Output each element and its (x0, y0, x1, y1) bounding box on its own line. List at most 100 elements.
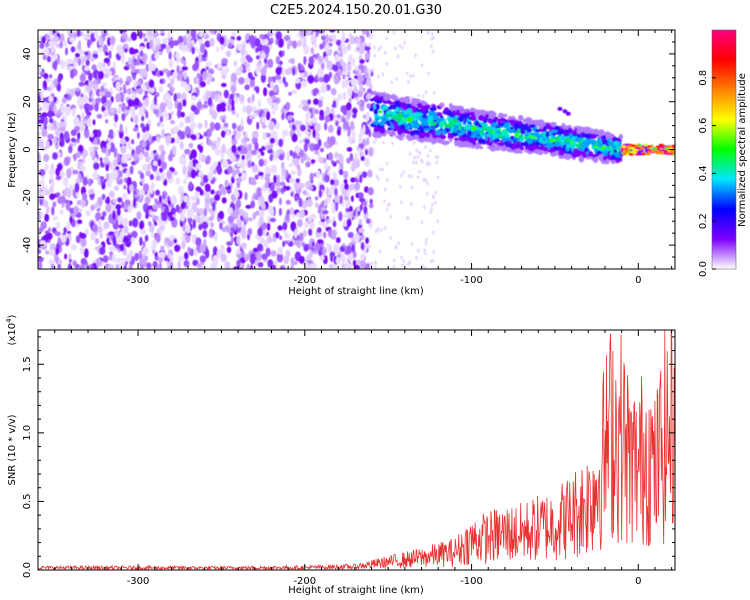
noise-cell (119, 244, 125, 252)
noise-cell (406, 216, 410, 221)
signal-cell (468, 139, 474, 143)
signal-cell (399, 98, 404, 102)
noise-cell (78, 97, 84, 106)
noise-cell (45, 140, 50, 150)
noise-cell (94, 102, 99, 112)
noise-cell (265, 247, 271, 257)
noise-cell (306, 198, 313, 208)
noise-cell (199, 81, 206, 88)
noise-cell (88, 146, 95, 152)
signal-cell (369, 107, 374, 112)
noise-cell (209, 37, 215, 47)
noise-cell (48, 227, 51, 233)
noise-cell (227, 165, 233, 174)
noise-cell (326, 242, 331, 252)
noise-cell (366, 137, 370, 146)
signal-cell (481, 110, 487, 115)
signal-cell (421, 114, 427, 119)
noise-cell (223, 89, 229, 99)
noise-cell (432, 230, 435, 235)
noise-cell (82, 176, 88, 186)
colorbar-tick-label: 0.2 (698, 213, 709, 229)
noise-cell (297, 62, 302, 71)
noise-cell (226, 246, 232, 253)
noise-cell (261, 116, 266, 124)
noise-cell (297, 40, 302, 47)
noise-cell (208, 68, 215, 75)
noise-cell (343, 170, 349, 180)
noise-cell (176, 108, 182, 119)
noise-cell (245, 54, 251, 61)
noise-cell (153, 95, 157, 106)
noise-cell (315, 108, 319, 115)
noise-cell (80, 237, 87, 248)
noise-cell (400, 255, 403, 260)
noise-cell (341, 62, 347, 68)
noise-cell (271, 190, 278, 199)
signal-cell (414, 112, 420, 118)
signal-cell (485, 113, 489, 119)
noise-cell (180, 213, 186, 222)
noise-cell (358, 192, 364, 199)
noise-cell (303, 56, 307, 65)
noise-cell (127, 57, 132, 65)
noise-cell (148, 79, 155, 88)
noise-cell (226, 241, 233, 246)
noise-cell (190, 195, 196, 201)
noise-cell (275, 56, 280, 65)
noise-cell (270, 164, 278, 174)
noise-cell (353, 85, 358, 93)
noise-cell (53, 62, 58, 71)
noise-cell (366, 42, 372, 47)
noise-cell (433, 91, 436, 95)
noise-cell (364, 157, 370, 167)
noise-cell (245, 66, 251, 72)
noise-cell (297, 132, 302, 138)
noise-cell (431, 259, 435, 263)
signal-cell (634, 146, 641, 150)
signal-cell (584, 148, 589, 152)
noise-cell (143, 183, 150, 193)
noise-cell (196, 216, 201, 223)
signal-cell (594, 128, 599, 135)
signal-cell (499, 117, 506, 122)
noise-cell (49, 102, 56, 110)
noise-cell (184, 148, 191, 155)
noise-cell (160, 43, 167, 50)
noise-cell (215, 46, 220, 53)
noise-cell (330, 88, 337, 96)
noise-cell (139, 263, 144, 269)
noise-cell (102, 255, 109, 263)
noise-cell (372, 147, 375, 152)
noise-cell (160, 30, 165, 35)
noise-cell (210, 222, 214, 228)
noise-cell (70, 69, 75, 79)
noise-cell (426, 192, 429, 196)
noise-cell (360, 253, 366, 261)
noise-cell (250, 149, 258, 156)
signal-cell (517, 150, 524, 154)
x-tick-label: -100 (460, 275, 483, 286)
noise-cell (150, 102, 154, 112)
noise-cell (303, 261, 309, 269)
noise-cell (308, 263, 315, 269)
noise-cell (387, 203, 390, 207)
signal-cell (566, 144, 570, 149)
noise-cell (338, 211, 343, 222)
noise-cell (424, 145, 427, 149)
noise-cell (203, 208, 207, 217)
noise-cell (159, 78, 163, 84)
noise-cell (73, 116, 80, 127)
noise-cell (114, 185, 119, 191)
signal-cell (644, 143, 648, 147)
noise-cell (367, 169, 373, 178)
noise-cell (135, 60, 141, 66)
noise-cell (374, 261, 377, 266)
noise-cell (285, 199, 291, 205)
noise-cell (255, 65, 260, 76)
noise-cell (117, 153, 121, 163)
noise-cell (44, 163, 49, 171)
signal-cell (464, 124, 472, 131)
noise-cell (294, 120, 300, 126)
noise-cell (129, 47, 135, 55)
